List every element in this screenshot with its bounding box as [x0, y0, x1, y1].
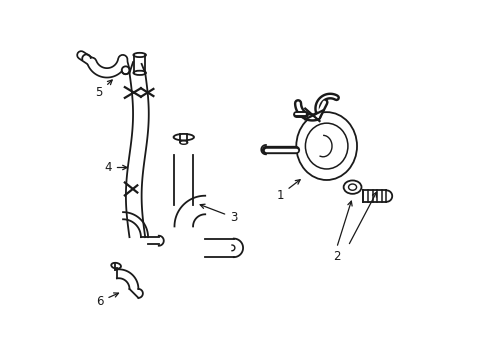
Text: 2: 2	[332, 250, 340, 263]
Text: 6: 6	[96, 293, 118, 308]
Text: 3: 3	[200, 204, 237, 224]
Text: 5: 5	[95, 80, 112, 99]
Ellipse shape	[343, 180, 361, 194]
Text: 1: 1	[276, 180, 300, 202]
Ellipse shape	[296, 112, 356, 180]
Text: 4: 4	[104, 161, 127, 174]
